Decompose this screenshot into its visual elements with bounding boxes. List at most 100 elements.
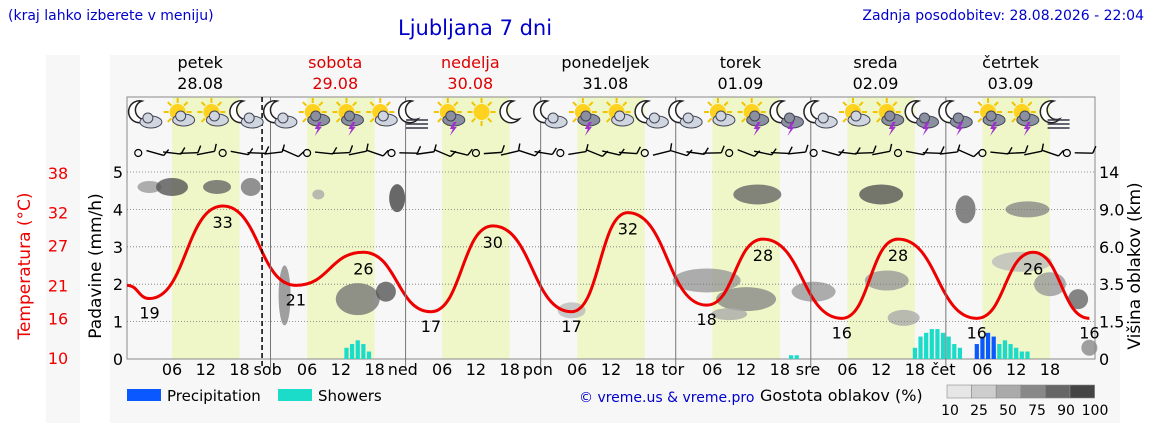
cloud-density-cell [672, 268, 741, 293]
day-abbr-label: pon [523, 360, 553, 379]
density-tick: 90 [1057, 403, 1075, 419]
temperature-tick: 38 [48, 164, 68, 183]
wind-barb-icon [247, 146, 270, 155]
day-date: 28.08 [177, 74, 223, 93]
legend-showers-label: Showers [318, 387, 382, 405]
showers-bar [940, 332, 946, 359]
wind-calm-icon [725, 148, 734, 158]
sun-cloud-icon [839, 98, 871, 127]
sun-cloud-icon [366, 98, 398, 127]
wind-barb-icon [703, 145, 725, 154]
wind-barb-icon [872, 143, 893, 156]
legend-precip-swatch [127, 389, 161, 401]
density-swatch [1020, 384, 1046, 399]
sun-storm-icon [974, 98, 1006, 136]
wind-barb-icon [855, 145, 877, 155]
wind-barb-icon [450, 148, 473, 156]
moon-storm-icon [904, 100, 940, 136]
last-updated: Zadnja posodobitev: 28.08.2026 - 22:04 [862, 8, 1144, 24]
showers-bar [946, 336, 951, 359]
showers-bar [355, 340, 360, 359]
wind-barb-icon [196, 143, 217, 156]
hour-tick-label: 12 [601, 360, 621, 379]
sun-storm-icon [568, 98, 601, 136]
hour-tick-label: 12 [331, 360, 351, 379]
precip-tick: 5 [113, 163, 123, 182]
day-abbr-label: čet [931, 360, 956, 379]
wind-barb-icon [652, 143, 673, 156]
day-date: 29.08 [312, 74, 358, 93]
cloud-density-cell [389, 184, 406, 213]
temperature-value-label: 21 [286, 290, 306, 309]
wind-barb-icon [618, 146, 641, 155]
cloud-density-cell [137, 180, 162, 193]
showers-bar [1019, 351, 1024, 359]
precip-tick: 0 [113, 350, 123, 369]
moon-cloud-icon [262, 100, 298, 129]
moon-cloud-icon [127, 100, 163, 129]
showers-bar [1014, 347, 1019, 359]
wind-barb-icon [939, 144, 961, 155]
temperature-tick: 16 [48, 309, 68, 328]
wind-calm-icon [978, 148, 987, 158]
moon-icon [499, 100, 522, 124]
day-date: 01.09 [718, 74, 764, 93]
wind-barb-icon [179, 145, 202, 155]
cloud-density-cell [335, 283, 380, 316]
cloud-height-axis-title: Višina oblakov (km) [1125, 182, 1145, 349]
cloud-height-tick: 3.5 [1099, 275, 1124, 294]
showers-bar [935, 329, 940, 359]
day-date: 31.08 [582, 74, 628, 93]
density-tick: 25 [970, 403, 988, 419]
wind-barb-icon [264, 144, 286, 155]
temperature-value-label: 19 [139, 304, 159, 323]
day-name: petek [177, 53, 223, 72]
hour-tick-label: 18 [635, 360, 655, 379]
temperature-value-label: 17 [561, 317, 581, 336]
wind-calm-icon [302, 148, 312, 158]
wind-barb-icon [905, 148, 929, 156]
cloud-density-cell [887, 309, 920, 326]
hour-tick-label: 06 [297, 360, 317, 379]
day-abbr-label: sob [254, 360, 282, 379]
wind-calm-icon [556, 148, 565, 158]
wind-barb-icon [1041, 149, 1065, 157]
cloud-density-cell [716, 287, 777, 312]
density-swatch [946, 384, 972, 399]
hour-tick-label: 12 [871, 360, 891, 379]
moon-fog-icon [398, 100, 429, 129]
day-date: 30.08 [447, 74, 493, 93]
cloud-density-cell [312, 189, 325, 200]
temperature-tick: 27 [48, 237, 68, 256]
cloud-density-cell [955, 195, 976, 224]
precipitation-axis-title: Padavine (mm/h) [86, 193, 106, 338]
density-tick: 50 [999, 403, 1017, 419]
showers-bar [366, 351, 372, 359]
density-swatch [995, 384, 1022, 399]
temperature-line [126, 204, 1090, 320]
wind-barb-icon [1007, 145, 1029, 155]
temperature-value-label: 28 [753, 246, 773, 265]
temperature-value-label: 17 [421, 317, 441, 336]
showers-bar [361, 344, 366, 359]
temperature-value-label: 30 [483, 233, 503, 252]
wind-barb-icon [483, 144, 505, 155]
day-name: nedelja [441, 53, 500, 72]
sun-icon [467, 98, 496, 126]
sun-storm-icon [737, 98, 770, 136]
wind-calm-icon [809, 148, 818, 158]
showers-bar [1025, 351, 1030, 359]
sun-storm-icon [872, 98, 905, 136]
moon-fog-icon [1039, 100, 1070, 129]
day-abbr-label: ned [388, 360, 418, 379]
left-axis-backdrop [46, 55, 80, 423]
cloud-density-cell [203, 179, 232, 194]
wind-calm-icon [134, 148, 143, 158]
hour-tick-label: 18 [364, 360, 384, 379]
hour-tick-label: 18 [770, 360, 790, 379]
hour-tick-label: 12 [196, 360, 216, 379]
day-abbr-label: sre [796, 360, 820, 379]
daylight-band [712, 97, 780, 359]
cloud-density-cell [1081, 339, 1098, 356]
cloud-height-tick: 14 [1099, 163, 1119, 182]
